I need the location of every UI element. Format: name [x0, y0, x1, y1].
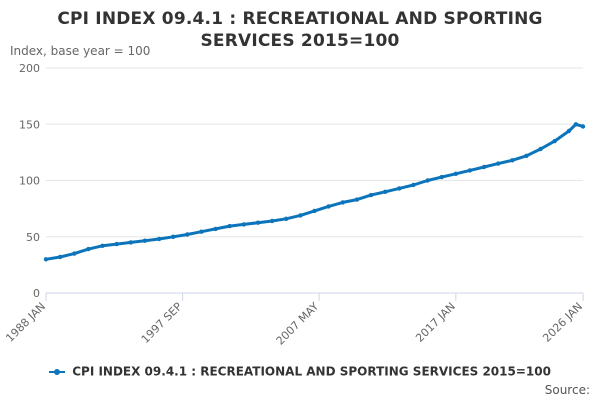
data-point	[580, 124, 586, 129]
data-point	[57, 254, 63, 260]
y-axis-label: Index, base year = 100	[10, 44, 151, 58]
data-point	[552, 138, 557, 144]
data-point	[298, 213, 303, 218]
data-point	[185, 232, 190, 237]
data-point	[496, 161, 501, 166]
data-point	[340, 200, 345, 205]
data-point	[354, 197, 360, 202]
data-point	[142, 238, 148, 243]
data-point	[538, 146, 543, 152]
data-point	[43, 257, 49, 262]
data-point	[397, 186, 402, 191]
data-point	[411, 182, 416, 188]
data-point	[171, 234, 176, 239]
data-point	[227, 223, 232, 229]
data-point	[573, 122, 579, 127]
data-point	[213, 226, 218, 232]
source-note: Source:	[544, 383, 590, 397]
legend-line-marker-icon	[49, 367, 66, 377]
data-point	[467, 168, 473, 173]
y-tick-label: 150	[19, 118, 40, 131]
y-tick-label: 100	[19, 175, 40, 188]
data-point	[510, 158, 515, 163]
data-point	[566, 128, 572, 134]
data-point	[312, 208, 317, 214]
data-point	[128, 240, 133, 245]
data-point	[241, 222, 246, 227]
data-point	[255, 220, 261, 225]
legend[interactable]: CPI INDEX 09.4.1 : RECREATIONAL AND SPOR…	[0, 364, 600, 379]
y-tick-label: 0	[33, 287, 40, 300]
data-point	[269, 218, 275, 224]
data-point	[453, 171, 458, 176]
y-tick-label: 50	[26, 231, 40, 244]
data-point	[72, 251, 77, 256]
x-tick-label: 2026 JAN	[540, 300, 585, 345]
line-chart: 0 50 100 150 200 1988 JAN 1997 SEP 2007 MAY 2017…	[3, 62, 586, 348]
data-point	[425, 178, 430, 183]
data-point	[86, 246, 91, 252]
data-point	[439, 174, 444, 180]
x-tick-label: 2007 MAY	[274, 300, 322, 348]
x-tick-label: 2017 JAN	[413, 300, 458, 345]
data-point	[100, 243, 105, 248]
data-point	[114, 241, 119, 247]
series-line	[44, 122, 585, 261]
x-tick-label: 1988 JAN	[3, 300, 48, 345]
data-point	[156, 236, 162, 242]
data-point	[284, 216, 289, 221]
data-point	[383, 189, 388, 194]
data-point	[199, 229, 204, 234]
x-tick-label: 1997 SEP	[139, 300, 185, 346]
legend-label[interactable]: CPI INDEX 09.4.1 : RECREATIONAL AND SPOR…	[72, 364, 551, 379]
data-point	[481, 164, 487, 170]
chart-title: CPI INDEX 09.4.1 : RECREATIONAL AND SPOR…	[57, 9, 543, 51]
data-point	[326, 204, 331, 209]
y-tick-label: 200	[19, 62, 40, 75]
data-point	[368, 192, 374, 198]
data-point	[524, 153, 529, 158]
